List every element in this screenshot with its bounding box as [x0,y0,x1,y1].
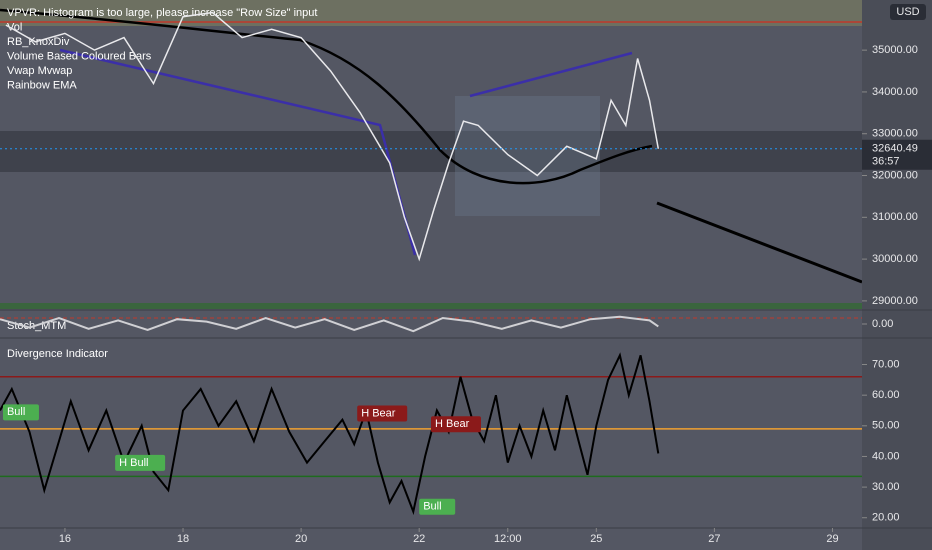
projection-line [656,201,863,284]
y-tick-label: 35000.00 [872,44,918,56]
last-price-label: 32640.49 [872,143,918,155]
y-tick-label: 30000.00 [872,253,918,265]
annotation: Bull [423,501,441,513]
x-tick-label: 20 [295,533,307,545]
x-tick-label: 29 [826,533,838,545]
x-tick-label: 22 [413,533,425,545]
annotation-box [2,404,39,421]
indicator-label: Volume Based Coloured Bars [7,50,152,62]
indicator-label: Vwap Mvwap [7,65,72,77]
y-tick-label: 70.00 [872,358,900,370]
x-tick-label: 27 [708,533,720,545]
y-tick-label: 40.00 [872,450,900,462]
y-tick-label: 31000.00 [872,211,918,223]
y-tick-label: 29000.00 [872,295,918,307]
y-tick-label: 34000.00 [872,86,918,98]
y-tick-label: 32000.00 [872,169,918,181]
indicator-label: VPVR: Histogram is too large, please inc… [7,7,317,19]
series-line [0,315,659,333]
annotation: Bull [7,406,25,418]
annotation-box [431,416,481,433]
y-tick-label: 33000.00 [872,128,918,140]
last-price-badge [862,139,932,170]
range-box [455,96,600,216]
series-line [5,11,660,262]
annotation: H Bull [119,457,148,469]
annotation: H Bear [435,418,470,430]
price-axis [862,0,932,550]
indicator-label: Rainbow EMA [7,79,77,91]
countdown: 36:57 [872,156,900,168]
y-tick-label: 0.00 [872,318,893,330]
indicator-label: RB_KnoxDiv [7,36,70,48]
volume-band [0,303,862,309]
pane-title: Divergence Indicator [7,348,108,360]
x-tick-label: 12:00 [494,533,522,545]
indicator-label: Vol [7,21,22,33]
annotation-box [357,405,408,422]
annotation-box [419,498,456,515]
y-tick-label: 50.00 [872,420,900,432]
annotation-box [115,454,166,471]
y-tick-label: 20.00 [872,512,900,524]
annotation: H Bear [361,407,396,419]
x-tick-label: 18 [177,533,189,545]
ema-curve [0,8,653,185]
y-tick-label: 60.00 [872,389,900,401]
x-tick-label: 16 [59,533,71,545]
currency-badge[interactable] [890,4,926,20]
y-tick-label: 30.00 [872,481,900,493]
currency[interactable]: USD [896,6,919,18]
x-tick-label: 25 [590,533,602,545]
